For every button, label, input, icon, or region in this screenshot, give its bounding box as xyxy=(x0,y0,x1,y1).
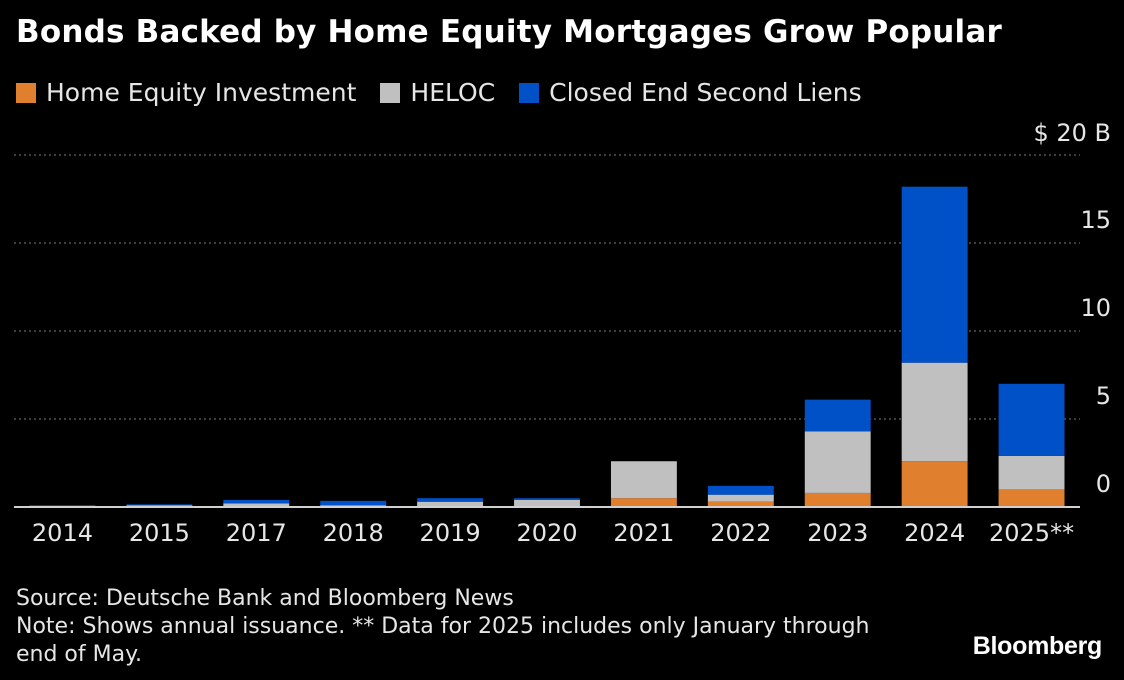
y-tick-label-15: 15 xyxy=(1080,206,1111,234)
source-text: Source: Deutsche Bank and Bloomberg News xyxy=(16,586,514,611)
legend-label-home-equity-investment: Home Equity Investment xyxy=(46,78,357,107)
y-tick-label-0: 0 xyxy=(1096,470,1111,498)
bloomberg-logo: Bloomberg xyxy=(972,632,1103,660)
chart-notes: Source: Deutsche Bank and Bloomberg News… xyxy=(16,585,876,669)
note-text: Note: Shows annual issuance. ** Data for… xyxy=(16,614,870,667)
bar-2019-closed-end-second-liens xyxy=(417,498,484,502)
bar-2025-heloc xyxy=(998,455,1065,490)
x-tick-label-2014: 2014 xyxy=(32,519,93,547)
bar-2025-home-equity-investment xyxy=(998,489,1065,507)
x-tick-label-2017: 2017 xyxy=(226,519,287,547)
x-tick-label-2023: 2023 xyxy=(807,519,868,547)
bar-2023-home-equity-investment xyxy=(804,492,871,507)
bar-2022-heloc xyxy=(707,494,774,502)
legend-swatch-closed-end-second-liens xyxy=(519,82,540,103)
bar-2019-heloc xyxy=(417,501,484,507)
y-tick-label-20: $ 20 B xyxy=(1033,119,1111,147)
bar-2020-heloc xyxy=(514,499,580,507)
bar-2025-closed-end-second-liens xyxy=(998,383,1065,456)
bar-2023-heloc xyxy=(804,431,871,493)
chart-title: Bonds Backed by Home Equity Mortgages Gr… xyxy=(16,14,1002,50)
bar-2021-heloc xyxy=(610,461,677,499)
bar-2014-closed-end-second-liens xyxy=(29,505,96,507)
y-tick-label-5: 5 xyxy=(1096,382,1111,410)
legend-label-heloc: HELOC xyxy=(410,78,496,107)
x-tick-label-2025: 2025** xyxy=(989,519,1074,547)
x-tick-label-2018: 2018 xyxy=(323,519,384,547)
bar-2024-home-equity-investment xyxy=(901,461,968,507)
bar-2024-heloc xyxy=(901,362,968,462)
legend-item-closed-end-second-liens: Closed End Second Liens xyxy=(519,78,862,107)
legend-swatch-home-equity-investment xyxy=(16,82,36,103)
bar-2024-closed-end-second-liens xyxy=(901,186,968,363)
legend-swatch-heloc xyxy=(380,82,401,103)
legend-item-home-equity-investment: Home Equity Investment xyxy=(16,78,356,107)
legend-label-closed-end-second-liens: Closed End Second Liens xyxy=(549,78,862,107)
bar-2023-closed-end-second-liens xyxy=(804,399,871,432)
y-tick-label-10: 10 xyxy=(1080,294,1111,322)
bar-2020-closed-end-second-liens xyxy=(514,498,580,500)
bar-2022-home-equity-investment xyxy=(707,501,774,507)
legend: Home Equity Investment HELOC Closed End … xyxy=(16,78,886,107)
legend-item-heloc: HELOC xyxy=(380,78,495,107)
bar-2021-home-equity-investment xyxy=(610,498,677,507)
bar-2018-closed-end-second-liens xyxy=(320,500,387,506)
x-tick-label-2021: 2021 xyxy=(613,519,674,547)
x-tick-label-2022: 2022 xyxy=(710,519,771,547)
x-tick-label-2015: 2015 xyxy=(129,519,190,547)
bar-2015-closed-end-second-liens xyxy=(126,504,193,506)
bar-2017-heloc xyxy=(223,503,290,507)
x-tick-label-2019: 2019 xyxy=(420,519,481,547)
x-tick-label-2024: 2024 xyxy=(904,519,965,547)
bar-2017-closed-end-second-liens xyxy=(223,499,290,504)
bar-2022-closed-end-second-liens xyxy=(707,485,774,495)
x-tick-label-2020: 2020 xyxy=(516,519,577,547)
